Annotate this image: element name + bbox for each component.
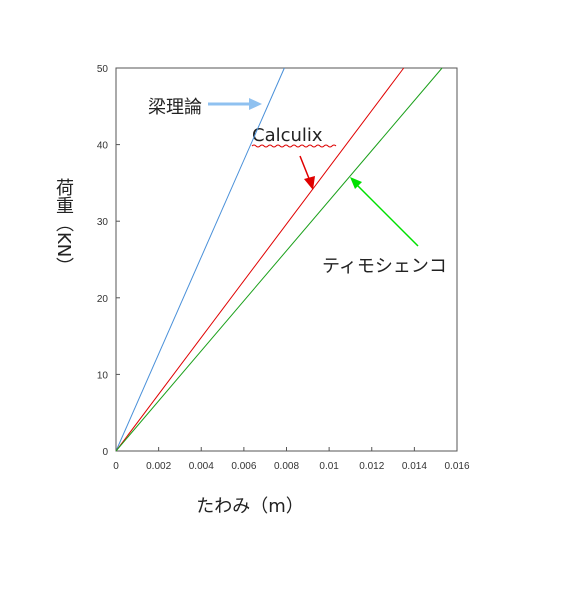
series-line [115,67,443,452]
blue-arrow [208,98,262,110]
annotation: Calculix [252,125,323,146]
annotation: ティモシェンコ [322,256,447,277]
x-tick-label: 0 [113,461,119,472]
y-tick-label: 50 [97,64,109,75]
y-axis-label-box: 荷重（KN） [53,178,74,276]
spellcheck-underline [251,144,337,148]
x-tick-label: 0.01 [319,461,339,472]
series-line [115,67,285,452]
x-tick-label: 0.014 [402,461,427,472]
y-tick-label: 0 [102,447,108,458]
y-tick-label: 20 [97,294,109,305]
series-line [115,67,405,452]
annotation: 梁理論 [148,97,202,118]
y-tick-label: 30 [97,217,109,228]
red-arrow [299,155,315,190]
x-axis-label: たわみ（m） [196,496,304,517]
y-tick-label: 40 [97,141,109,152]
x-tick-label: 0.006 [231,461,256,472]
x-tick-label: 0.016 [444,461,469,472]
x-tick-label: 0.002 [146,461,171,472]
x-tick-label: 0.012 [359,461,384,472]
x-tick-label: 0.008 [274,461,299,472]
x-tick-label: 0.004 [189,461,214,472]
green-arrow [350,177,419,247]
y-tick-label: 10 [97,370,109,381]
y-axis-label: 荷重（KN） [53,178,74,276]
